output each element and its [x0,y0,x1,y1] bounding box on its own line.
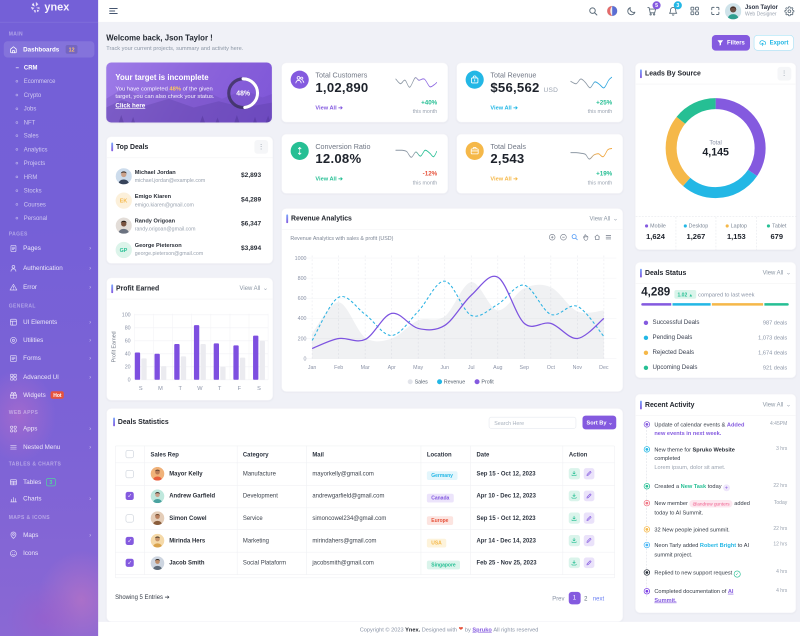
svg-text:T: T [218,386,222,392]
svg-text:T: T [178,386,182,392]
svg-text:Jun: Jun [440,365,449,371]
svg-text:600: 600 [297,296,306,302]
svg-text:0: 0 [127,378,130,384]
svg-text:48%: 48% [236,91,250,98]
svg-text:Jul: Jul [468,365,475,371]
svg-text:100: 100 [122,313,131,319]
svg-text:Sales: Sales [414,380,428,386]
svg-text:Profit Earned: Profit Earned [111,331,117,362]
svg-text:W: W [197,386,203,392]
svg-text:40: 40 [124,352,130,358]
svg-text:20: 20 [124,365,130,371]
svg-text:4,145: 4,145 [702,147,729,159]
svg-text:F: F [237,386,241,392]
svg-text:Total: Total [709,140,722,146]
svg-text:Aug: Aug [493,365,502,371]
svg-text:S: S [257,386,261,392]
svg-text:80: 80 [124,326,130,332]
svg-text:Dec: Dec [599,365,609,371]
svg-text:May: May [413,365,423,371]
svg-text:60: 60 [124,339,130,345]
svg-text:Mar: Mar [360,365,369,371]
svg-text:400: 400 [297,316,306,322]
svg-text:Revenue: Revenue [444,380,465,386]
svg-text:Apr: Apr [387,365,395,371]
svg-text:Sep: Sep [519,365,528,371]
svg-text:Oct: Oct [546,365,555,371]
svg-text:Nov: Nov [572,365,582,371]
svg-text:Profit: Profit [481,380,494,386]
svg-text:800: 800 [297,276,306,282]
svg-text:M: M [158,386,163,392]
svg-text:Feb: Feb [334,365,343,371]
svg-text:Jan: Jan [308,365,317,371]
svg-text:200: 200 [297,336,306,342]
svg-text:1000: 1000 [294,256,306,262]
svg-text:0: 0 [303,357,306,363]
svg-text:S: S [139,386,143,392]
